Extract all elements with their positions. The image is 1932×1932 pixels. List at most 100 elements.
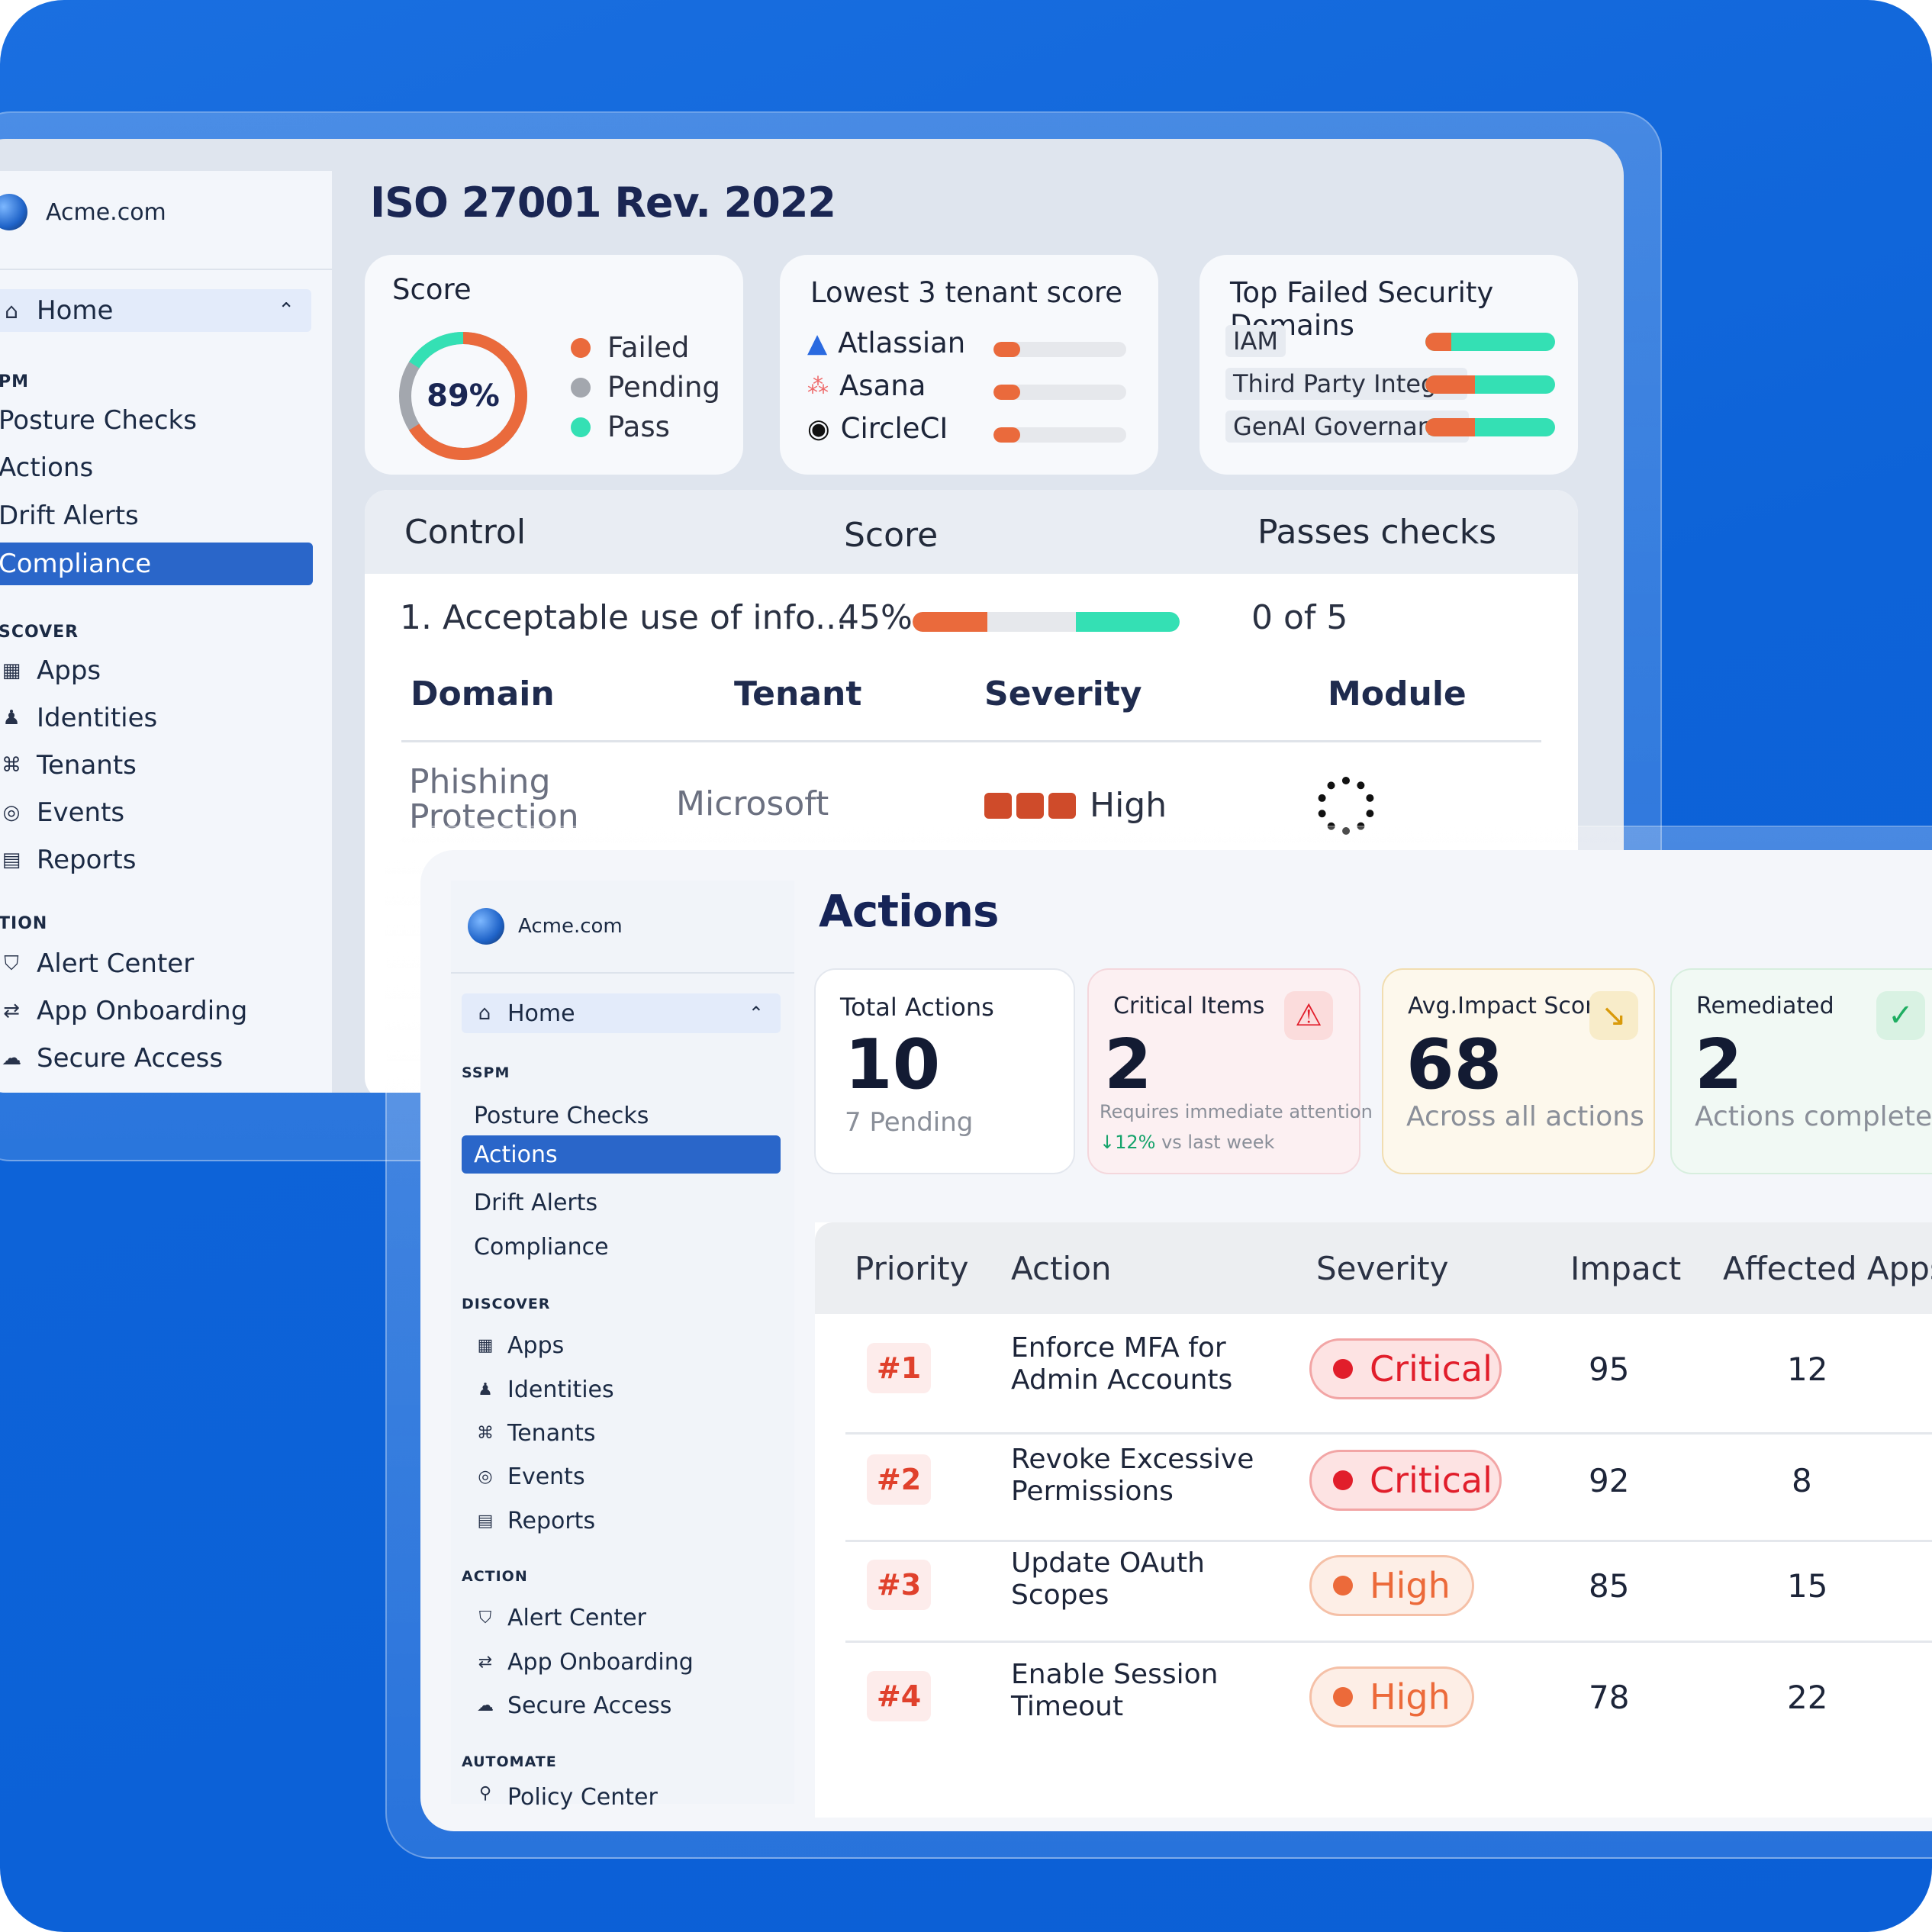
brand-logo-icon <box>468 908 504 945</box>
tenant-name: CircleCI <box>840 412 948 445</box>
sidebar-item-secure-access[interactable]: ☁ Secure Access <box>474 1688 671 1723</box>
col-passes: Passes checks <box>1257 513 1497 552</box>
tenant-bar <box>993 427 1126 443</box>
sidebar-home[interactable]: ⌂ Home ⌃ <box>0 289 311 332</box>
sidebar-item-drift-alerts[interactable]: Drift Alerts <box>474 1189 598 1216</box>
section-sspm: PM <box>0 372 30 391</box>
pending-dot <box>571 377 591 398</box>
sidebar-item-actions[interactable]: Actions <box>462 1135 781 1174</box>
domain-tag: GenAI Governance <box>1225 411 1470 443</box>
sidebar-item-compliance[interactable]: Compliance <box>474 1233 609 1261</box>
sidebar-item-secure-access[interactable]: ☁ Secure Access <box>0 1039 223 1077</box>
secure-access-label: Secure Access <box>37 1043 224 1074</box>
identities-label: Identities <box>37 703 158 733</box>
policy-icon: ⚲ <box>478 1784 492 1803</box>
sidebar-home[interactable]: ⌂ Home ⌃ <box>462 993 781 1033</box>
control-name[interactable]: 1. Acceptable use of info... <box>400 598 848 637</box>
stat-sub: Requires immediate attention <box>1100 1101 1373 1122</box>
chevron-up-icon[interactable]: ⌃ <box>748 1003 764 1024</box>
reports-label: Reports <box>37 845 137 875</box>
tenant-card-title: Lowest 3 tenant score <box>810 276 1123 309</box>
col-tenant: Tenant <box>734 675 862 713</box>
legend-pending: Pending <box>571 371 720 404</box>
score-card-title: Score <box>392 273 472 306</box>
tenant-bar <box>993 342 1126 357</box>
sidebar-item-apps[interactable]: ▦ Apps <box>474 1328 565 1363</box>
reports-icon: ▤ <box>2 848 21 871</box>
stat-remediated: Remediated ✓ 2 Actions completed <box>1670 968 1932 1174</box>
divider <box>401 740 1541 742</box>
stat-critical-items: Critical Items ⚠ 2 Requires immediate at… <box>1087 968 1373 1174</box>
sidebar-item-policy-center[interactable]: ⚲ Policy Center <box>474 1784 658 1814</box>
stat-value: 10 <box>845 1025 941 1105</box>
sidebar-item-app-onboarding[interactable]: ⇄ App Onboarding <box>0 992 247 1030</box>
sidebar-item-actions[interactable]: Actions <box>0 452 94 483</box>
sidebar-item-events[interactable]: ◎ Events <box>474 1459 584 1494</box>
page-title: Actions <box>819 885 1000 937</box>
sidebar-item-identities[interactable]: ♟ Identities <box>0 699 157 737</box>
sidebar-item-app-onboarding[interactable]: ⇄ App Onboarding <box>474 1644 694 1679</box>
sidebar-item-apps[interactable]: ▦ Apps <box>0 652 101 690</box>
tenant-bar <box>993 385 1126 400</box>
impact-value: 92 <box>1589 1462 1630 1499</box>
sidebar-item-events[interactable]: ◎ Events <box>0 794 124 832</box>
action-text[interactable]: Update OAuth Scopes <box>1011 1547 1205 1611</box>
action-text[interactable]: Revoke Excessive Permissions <box>1011 1444 1254 1507</box>
actions-table: Priority Action Severity Impact Affected… <box>815 1222 1932 1818</box>
divider <box>0 269 332 270</box>
failed-domains-card: Top Failed Security Domains IAM Third Pa… <box>1199 255 1578 475</box>
stat-label: Remediated <box>1696 993 1834 1019</box>
brand-name: Acme.com <box>46 198 166 226</box>
sidebar-item-alert-center[interactable]: ⛉ Alert Center <box>474 1600 646 1635</box>
tenant-row-circleci: ◉ CircleCI <box>807 412 948 445</box>
sidebar-item-drift-alerts[interactable]: Drift Alerts <box>0 501 139 531</box>
alert-center-label: Alert Center <box>507 1604 646 1631</box>
brand[interactable]: Acme.com <box>468 908 623 945</box>
score-card: Score 89% Failed Pending Pass <box>365 255 743 475</box>
tenant-row-atlassian: ▲ Atlassian <box>807 327 965 359</box>
col-severity: Severity <box>984 675 1142 713</box>
circleci-icon: ◉ <box>807 413 830 444</box>
severity-label: High <box>1370 1565 1451 1606</box>
actions-table-header <box>815 1222 1932 1314</box>
row-divider <box>845 1432 1932 1435</box>
domain-bar <box>1425 333 1555 351</box>
home-icon: ⌂ <box>5 298 18 324</box>
home-label: Home <box>37 295 114 326</box>
brand[interactable]: Acme.com <box>0 194 166 230</box>
severity-dot <box>1333 1359 1353 1379</box>
sidebar-item-reports[interactable]: ▤ Reports <box>474 1503 595 1538</box>
atlassian-icon: ▲ <box>807 327 828 359</box>
shield-icon: ⛉ <box>478 1608 492 1628</box>
module-openai-icon <box>1317 777 1375 835</box>
stat-sub: Across all actions <box>1406 1101 1644 1132</box>
trend-text: vs last week <box>1161 1132 1275 1153</box>
sidebar-item-tenants[interactable]: ⌘ Tenants <box>0 746 137 784</box>
sidebar-item-posture-checks[interactable]: Posture Checks <box>0 405 197 436</box>
sidebar-item-alert-center[interactable]: ⛉ Alert Center <box>0 945 194 983</box>
affected-apps-value: 15 <box>1787 1567 1828 1605</box>
warning-icon: ⚠ <box>1284 991 1333 1040</box>
sub-severity: High <box>984 786 1167 825</box>
priority-badge: #4 <box>867 1671 931 1721</box>
sidebar-item-identities[interactable]: ♟ Identities <box>474 1372 614 1407</box>
col-domain: Domain <box>411 675 555 713</box>
priority-badge: #1 <box>867 1343 931 1393</box>
sidebar-item-posture-checks[interactable]: Posture Checks <box>474 1102 649 1129</box>
sidebar-item-reports[interactable]: ▤ Reports <box>0 841 137 879</box>
control-bar-failed <box>913 612 987 632</box>
control-score: 45% <box>838 598 913 637</box>
control-score-bar <box>913 612 1180 632</box>
chevron-up-icon[interactable]: ⌃ <box>278 299 295 322</box>
sidebar-item-tenants[interactable]: ⌘ Tenants <box>474 1415 596 1451</box>
sidebar-item-compliance[interactable]: Compliance <box>0 543 313 585</box>
row-divider <box>845 1540 1932 1542</box>
severity-bar-1 <box>984 792 1012 819</box>
severity-bar-3 <box>1048 792 1076 819</box>
donut-pass-arc <box>399 332 527 460</box>
home-label: Home <box>507 1000 575 1027</box>
action-text[interactable]: Enable Session Timeout <box>1011 1659 1219 1722</box>
action-text[interactable]: Enforce MFA for Admin Accounts <box>1011 1332 1233 1396</box>
section-sspm: SSPM <box>462 1064 510 1081</box>
tenants-label: Tenants <box>37 750 137 781</box>
